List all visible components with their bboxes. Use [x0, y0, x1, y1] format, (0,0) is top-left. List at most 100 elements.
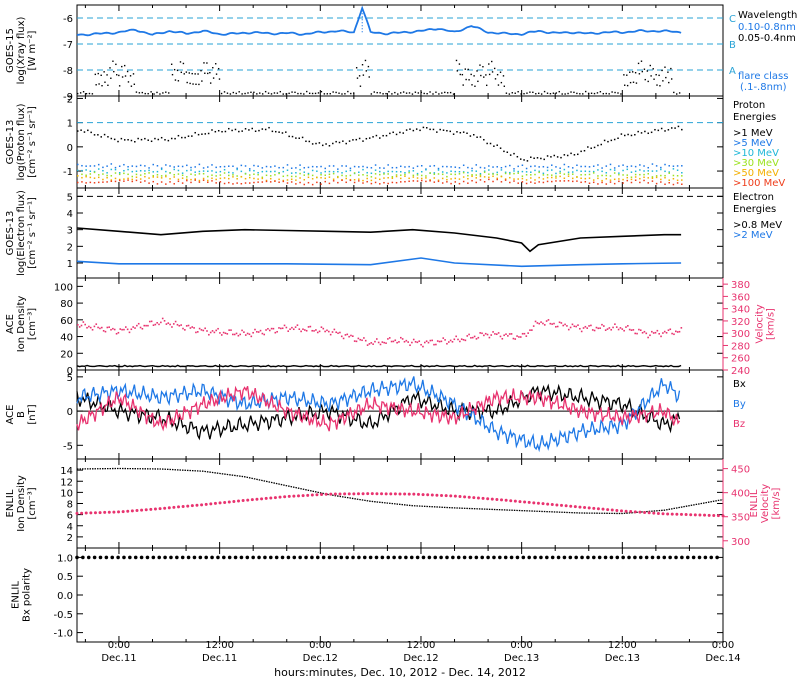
series-point-enlil-velocity: [181, 505, 185, 509]
series-point-ace-velocity: [475, 338, 478, 340]
series-point-proton: [462, 180, 465, 183]
series-point-proton: [489, 142, 492, 145]
series-point-enlil-velocity: [283, 495, 287, 499]
series-point-xray-short: [347, 90, 349, 93]
series-point-ace-velocity: [473, 335, 476, 338]
series-point-xray-short: [297, 92, 299, 95]
series-line-xray-long: [76, 5, 682, 37]
series-point-xray-short: [661, 69, 663, 72]
series-point-ace-velocity: [523, 332, 526, 335]
series-point-proton: [197, 133, 200, 136]
series-point-proton: [634, 176, 637, 178]
series-point-ace-velocity: [647, 336, 649, 339]
series-point-proton: [170, 137, 173, 140]
series-point-proton: [240, 175, 243, 178]
series-point-bx-polarity: [433, 555, 438, 560]
series-point-proton: [288, 135, 290, 138]
series-point-bx-polarity: [239, 555, 244, 560]
series-point-enlil-velocity: [195, 503, 199, 507]
series-point-enlil-velocity: [472, 496, 476, 500]
series-point-ace-velocity: [244, 334, 247, 336]
series-point-bx-polarity: [327, 555, 332, 560]
series-point-proton: [399, 131, 401, 134]
series-point-proton: [85, 169, 87, 171]
series-point-proton: [387, 182, 389, 185]
series-point-bx-polarity: [362, 555, 367, 560]
y-tick-label: -9: [63, 92, 73, 103]
series-point-proton: [81, 173, 83, 176]
series-point-bx-polarity: [175, 555, 179, 560]
series-point-ace-velocity: [324, 330, 326, 333]
series-point-proton: [139, 164, 142, 167]
series-point-proton: [337, 176, 339, 179]
series-point-proton: [469, 135, 472, 137]
series-point-xray-short: [206, 62, 208, 64]
series-point-xray-short: [634, 72, 637, 74]
series-point-xray-short: [186, 81, 188, 84]
legend-flare-class: flare class: [738, 71, 788, 82]
series-point-proton: [81, 181, 83, 183]
series-point-ace-velocity: [187, 324, 190, 327]
series-point-proton: [492, 175, 494, 178]
series-point-proton: [160, 181, 163, 183]
series-point-ace-velocity: [617, 328, 620, 331]
series-point-proton: [123, 169, 125, 172]
series-point-enlil-velocity: [352, 492, 356, 496]
series-point-ace-velocity: [649, 334, 651, 337]
series-point-bx-polarity: [462, 555, 467, 560]
series-point-ace-velocity: [656, 329, 659, 332]
series-point-proton: [454, 170, 457, 173]
series-point-xray-short: [637, 62, 640, 65]
series-point-ace-velocity: [508, 333, 511, 335]
series-point-proton: [600, 143, 603, 146]
series-point-ace-velocity: [224, 332, 227, 335]
series-point-proton: [156, 170, 159, 173]
series-point-ace-velocity: [366, 344, 369, 346]
series-point-proton: [286, 174, 289, 177]
series-point-proton: [173, 176, 175, 178]
series-point-proton: [217, 129, 220, 132]
series-point-proton: [236, 182, 238, 184]
series-point-xray-short: [561, 93, 563, 95]
series-point-ace-velocity: [315, 329, 317, 331]
series-point-enlil-velocity: [467, 495, 471, 499]
series-point-proton: [278, 172, 280, 175]
series-point-bx-polarity: [81, 555, 85, 560]
series-point-proton: [379, 167, 381, 169]
series-point-proton: [131, 175, 134, 178]
series-point-ace-velocity: [595, 326, 598, 329]
series-point-xray-short: [168, 92, 170, 94]
series-point-proton: [102, 181, 104, 183]
series-point-proton: [131, 178, 134, 181]
series-point-proton: [525, 179, 528, 181]
series-point-proton: [622, 174, 624, 176]
series-point-ace-velocity: [259, 329, 262, 332]
series-point-proton: [452, 133, 455, 135]
series-point-ace-velocity: [254, 328, 256, 331]
series-point-proton: [605, 174, 608, 177]
series-point-proton: [110, 180, 113, 183]
series-point-ace-velocity: [176, 323, 179, 326]
series-point-bx-polarity: [245, 555, 250, 560]
series-point-proton: [383, 181, 385, 184]
series-point-proton: [236, 178, 238, 180]
series-point-ace-velocity: [603, 325, 605, 327]
series-point-proton: [472, 133, 475, 136]
series-point-enlil-velocity: [449, 494, 453, 498]
series-point-proton: [165, 170, 167, 173]
series-point-proton: [342, 140, 344, 142]
series-point-enlil-velocity: [573, 505, 577, 509]
series-point-ace-velocity: [418, 340, 421, 342]
series-point-ace-velocity: [388, 337, 391, 339]
legend-flare-sub: (.1-.8nm): [740, 82, 787, 93]
series-point-xray-short: [382, 93, 384, 95]
series-point-proton: [446, 181, 448, 183]
series-point-enlil-velocity: [384, 492, 388, 496]
series-point-proton: [366, 177, 368, 180]
series-point-enlil-velocity: [112, 510, 116, 514]
series-point-xray-short: [141, 91, 143, 94]
series-point-xray-short: [640, 60, 643, 62]
series-line-bz: [76, 385, 681, 432]
series-point-proton: [295, 137, 297, 139]
series-point-ace-velocity: [632, 329, 635, 331]
